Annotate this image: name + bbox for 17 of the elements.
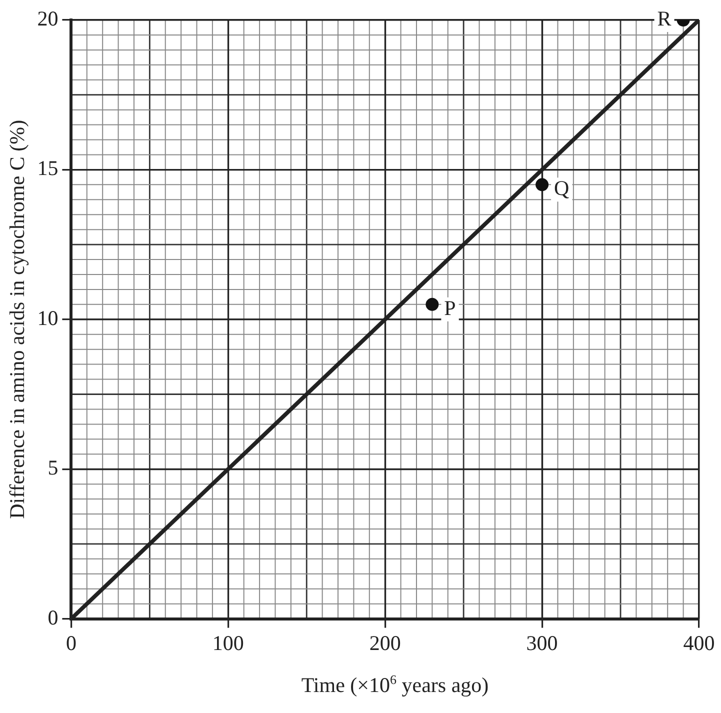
point: [426, 298, 439, 311]
x-tick-label: 400: [683, 630, 715, 655]
x-tick-label: 0: [66, 630, 76, 655]
y-tick-label: 0: [48, 605, 58, 630]
x-tick-label: 100: [212, 630, 244, 655]
y-axis-title: Difference in amino acids in cytochrome C (%): [5, 120, 30, 519]
annotation: R: [657, 6, 672, 31]
x-tick-label: 300: [526, 630, 558, 655]
annotation: P: [444, 296, 456, 320]
x-axis-title: Time (×10$^{6}$ years ago): [300, 672, 490, 698]
y-tick-label: 5: [48, 456, 58, 480]
point: [536, 178, 549, 192]
annotation: Q: [554, 176, 570, 200]
y-tick-label: 20: [37, 6, 58, 31]
y-tick-label: 10: [37, 306, 58, 330]
y-tick-label: 15: [37, 156, 58, 180]
x-tick-label: 200: [369, 630, 401, 655]
